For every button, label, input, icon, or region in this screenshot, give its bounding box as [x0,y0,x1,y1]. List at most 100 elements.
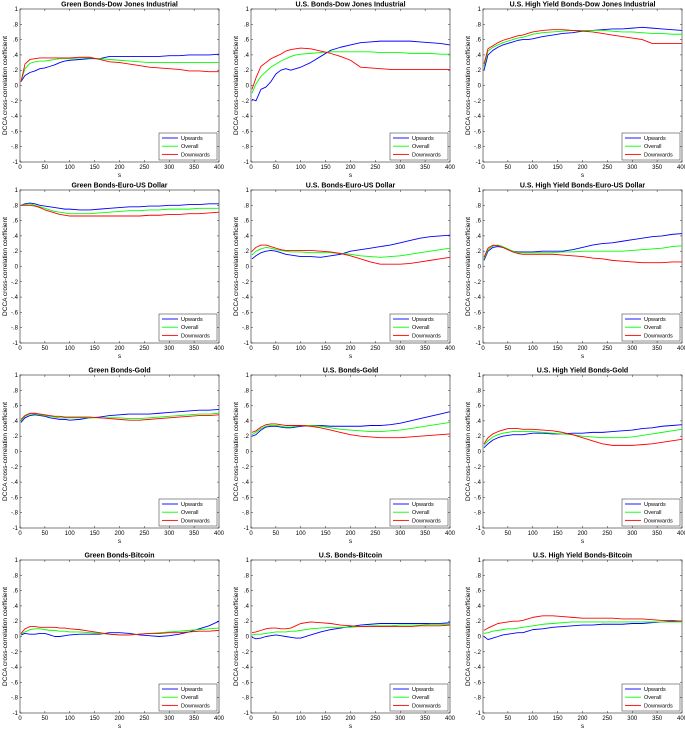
x-tick-label: 300 [627,165,638,171]
y-tick-label: -.2 [474,280,482,286]
x-axis-label: s [581,353,585,360]
legend-label: Upwards [181,502,203,508]
y-tick-label: 1 [15,373,19,379]
x-tick-label: 0 [18,531,22,537]
y-tick-label: 1 [15,558,19,564]
x-tick-label: 150 [321,346,332,352]
x-tick-label: 200 [345,165,356,171]
x-tick-label: 400 [677,165,685,171]
y-tick-label: .4 [244,419,250,425]
legend-label: Overall [181,510,198,516]
y-tick-label: .6 [13,404,19,410]
chart-title: Green Bonds-Bitcoin [84,553,154,560]
legend-label: Downwards [181,333,210,339]
y-tick-label: 1 [478,188,482,194]
y-tick-label: -.2 [11,280,19,286]
y-tick-label: .8 [13,388,19,394]
x-tick-label: 200 [577,531,588,537]
y-tick-label: -.8 [242,511,250,517]
x-tick-label: 200 [114,716,125,722]
series-line-upwards [251,40,451,102]
x-tick-label: 250 [370,346,381,352]
y-axis-label: DCCA cross-correlation coefficient [465,217,472,316]
series-line-overall [20,203,219,215]
y-tick-label: 0 [246,635,250,641]
y-tick-label: .6 [244,589,250,595]
chart-title: U.S. High Yield Bonds-Gold [537,368,628,375]
y-tick-label: -.6 [474,310,482,316]
y-tick-label: .4 [13,53,19,59]
x-tick-label: 150 [553,165,564,171]
x-axis-label: s [581,172,585,179]
y-tick-label: 0 [246,84,250,90]
y-tick-label: -.8 [11,145,19,151]
x-tick-label: 100 [65,165,76,171]
y-tick-label: .8 [476,203,482,209]
y-tick-label: .2 [13,619,19,625]
y-tick-label: .4 [13,419,19,425]
chart-svg: -1 -.8 -.6 -.4 -.2 0 .2 .4 .6 .8 1 0 50 100 150 200 250 3… [2,183,225,361]
y-tick-label: -.4 [11,295,19,301]
y-tick-label: -.4 [242,295,250,301]
series-line-upwards [251,411,451,437]
x-tick-label: 50 [505,531,512,537]
y-tick-label: .4 [244,53,250,59]
x-tick-label: 100 [296,531,307,537]
legend-label: Upwards [644,317,666,323]
chart-panel: -1 -.8 -.6 -.4 -.2 0 .2 .4 .6 .8 1 0 50 100 150 200 250 3… [2,552,230,734]
y-tick-label: -.6 [11,129,19,135]
y-tick-label: -.2 [242,99,250,105]
chart-panel: -1 -.8 -.6 -.4 -.2 0 .2 .4 .6 .8 1 0 50 100 150 200 250 3… [465,182,685,364]
x-tick-label: 200 [345,716,356,722]
series-line-overall [251,246,451,258]
y-tick-label: .8 [476,22,482,28]
legend-label: Overall [412,695,429,701]
x-axis-label: s [118,538,122,545]
x-tick-label: 150 [321,165,332,171]
x-tick-label: 50 [273,165,280,171]
x-tick-label: 50 [505,346,512,352]
chart-title: U.S. Bonds-Euro-US Dollar [306,183,396,190]
y-tick-label: -1 [13,160,19,166]
y-tick-label: .4 [476,604,482,610]
legend-label: Overall [181,325,198,331]
x-tick-label: 50 [42,346,49,352]
y-tick-label: -.8 [242,696,250,702]
x-tick-label: 250 [602,716,613,722]
y-tick-label: .6 [476,589,482,595]
x-tick-label: 400 [445,716,456,722]
x-tick-label: 250 [602,346,613,352]
y-tick-label: -1 [13,711,19,717]
series-line-downwards [251,621,451,634]
x-tick-label: 300 [627,346,638,352]
x-tick-label: 150 [553,531,564,537]
y-tick-label: -.6 [242,680,250,686]
y-tick-label: 1 [246,558,250,564]
x-tick-label: 200 [114,165,125,171]
y-tick-label: .2 [244,434,250,440]
series-line-upwards [251,234,451,260]
y-tick-label: -.6 [11,680,19,686]
legend-label: Upwards [644,136,666,142]
y-axis-label: DCCA cross-correlation coefficient [465,587,472,686]
x-tick-label: 350 [189,531,200,537]
x-tick-label: 200 [345,531,356,537]
x-tick-label: 100 [528,716,539,722]
y-tick-label: -.4 [242,480,250,486]
y-tick-label: 0 [15,84,19,90]
chart-title: Green Bonds-Euro-US Dollar [71,183,167,190]
legend-label: Overall [181,695,198,701]
series-line-upwards [20,202,219,211]
legend-label: Overall [412,325,429,331]
y-tick-label: -.4 [242,665,250,671]
x-tick-label: 50 [505,165,512,171]
x-tick-label: 300 [395,346,406,352]
y-tick-label: .4 [13,234,19,240]
x-tick-label: 350 [189,346,200,352]
x-tick-label: 0 [481,531,485,537]
x-tick-label: 350 [652,165,663,171]
x-tick-label: 150 [90,716,101,722]
x-tick-label: 100 [65,716,76,722]
series-line-upwards [20,620,220,637]
